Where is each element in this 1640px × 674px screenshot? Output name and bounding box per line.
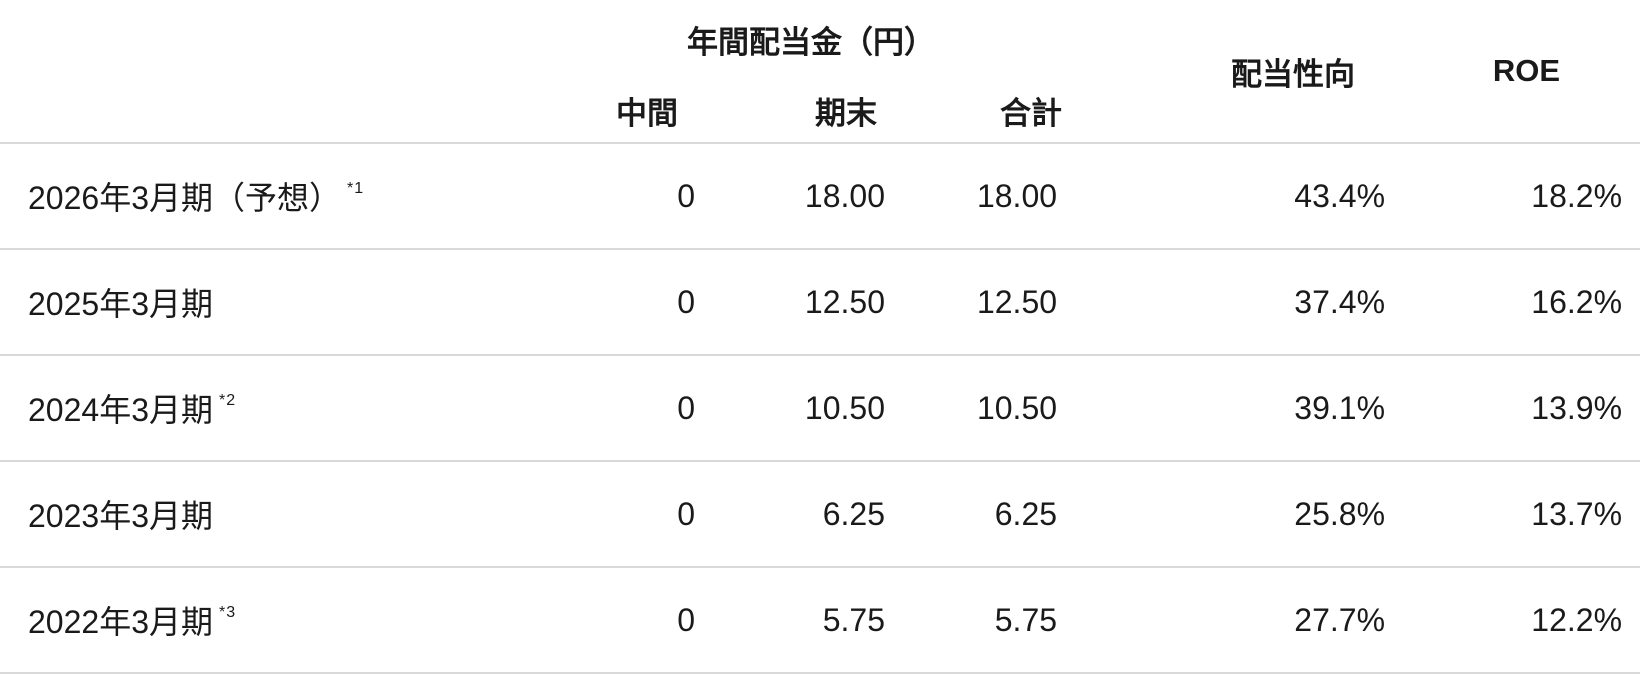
table-row: 2022年3月期 *3 0 5.75 5.75 27.7% 12.2% — [0, 567, 1640, 674]
fiscal-year-label: 2023年3月期 — [0, 461, 560, 568]
interim-value: 0 — [560, 355, 700, 462]
fiscal-year-label: 2022年3月期 *3 — [0, 567, 560, 674]
fiscal-year-text: 2022年3月期 — [28, 604, 213, 640]
header-fiscal-year-empty — [0, 0, 560, 144]
header-total: 合計 — [890, 78, 1063, 144]
payout-ratio-value: 37.4% — [1062, 249, 1391, 356]
roe-value: 16.2% — [1390, 249, 1640, 356]
header-roe: ROE — [1390, 0, 1640, 144]
header-year-end: 期末 — [700, 78, 890, 144]
year-end-value: 18.00 — [700, 143, 890, 250]
fiscal-year-label: 2026年3月期（予想） *1 — [0, 143, 560, 250]
year-end-value: 6.25 — [700, 461, 890, 568]
total-value: 18.00 — [890, 143, 1063, 250]
header-annual-dividend-group: 年間配当金（円） — [687, 24, 936, 60]
year-end-value: 5.75 — [700, 567, 890, 674]
total-value: 12.50 — [890, 249, 1063, 356]
table-row: 2026年3月期（予想） *1 0 18.00 18.00 43.4% 18.2% — [0, 143, 1640, 250]
payout-ratio-value: 39.1% — [1062, 355, 1391, 462]
footnote-marker: *2 — [219, 392, 237, 409]
roe-value: 12.2% — [1390, 567, 1640, 674]
footnote-marker: *1 — [347, 180, 365, 197]
fiscal-year-label: 2024年3月期 *2 — [0, 355, 560, 462]
payout-ratio-value: 25.8% — [1062, 461, 1391, 568]
year-end-value: 10.50 — [700, 355, 890, 462]
fiscal-year-text: 2025年3月期 — [28, 286, 213, 322]
fiscal-year-label: 2025年3月期 — [0, 249, 560, 356]
interim-value: 0 — [560, 143, 700, 250]
interim-value: 0 — [560, 249, 700, 356]
interim-value: 0 — [560, 567, 700, 674]
roe-value: 13.7% — [1390, 461, 1640, 568]
header-interim: 中間 — [560, 78, 700, 144]
table-body: 2026年3月期（予想） *1 0 18.00 18.00 43.4% 18.2%… — [0, 143, 1640, 674]
table-row: 2025年3月期 0 12.50 12.50 37.4% 16.2% — [0, 249, 1640, 356]
header-payout-ratio: 配当性向 — [1062, 0, 1391, 144]
table-header: 年間配当金（円） 配当性向 ROE 中間 期末 合計 — [0, 0, 1640, 144]
roe-value: 18.2% — [1390, 143, 1640, 250]
fiscal-year-text: 2023年3月期 — [28, 498, 213, 534]
fiscal-year-text: 2026年3月期（予想） — [28, 180, 341, 216]
total-value: 5.75 — [890, 567, 1063, 674]
table-row: 2024年3月期 *2 0 10.50 10.50 39.1% 13.9% — [0, 355, 1640, 462]
fiscal-year-text: 2024年3月期 — [28, 392, 213, 428]
table-row: 2023年3月期 0 6.25 6.25 25.8% 13.7% — [0, 461, 1640, 568]
footnote-marker: *3 — [219, 604, 237, 621]
total-value: 6.25 — [890, 461, 1063, 568]
year-end-value: 12.50 — [700, 249, 890, 356]
roe-value: 13.9% — [1390, 355, 1640, 462]
interim-value: 0 — [560, 461, 700, 568]
total-value: 10.50 — [890, 355, 1063, 462]
payout-ratio-value: 43.4% — [1062, 143, 1391, 250]
payout-ratio-value: 27.7% — [1062, 567, 1391, 674]
